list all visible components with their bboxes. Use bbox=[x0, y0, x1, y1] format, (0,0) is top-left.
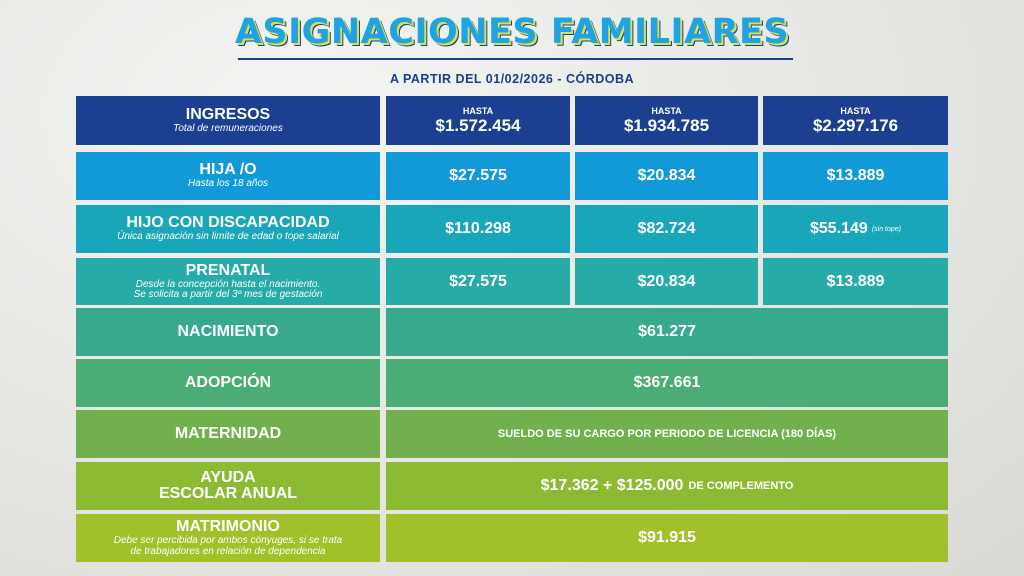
hijo-note: Hasta los 18 años bbox=[187, 178, 269, 190]
page-title: ASIGNACIONES FAMILIARES bbox=[234, 12, 790, 52]
ingresos-label-cell: INGRESOS Total de remuneraciones bbox=[76, 96, 380, 145]
nacimiento-label-cell: NACIMIENTO bbox=[76, 308, 380, 356]
sin-tope-note: (sin tope) bbox=[871, 225, 902, 233]
hasta-label: HASTA bbox=[840, 106, 871, 116]
tier-amount: $2.297.176 bbox=[812, 116, 899, 135]
nacimiento-value: $61.277 bbox=[386, 308, 948, 356]
prenatal-label-cell: PRENATAL Desde la concepción hasta el na… bbox=[76, 258, 380, 305]
value-text: $367.661 bbox=[633, 374, 701, 391]
hijo-value-2: $20.834 bbox=[575, 152, 758, 200]
prenatal-value-1: $27.575 bbox=[386, 258, 570, 305]
hijo-value-3: $13.889 bbox=[763, 152, 948, 200]
matrimonio-label-cell: MATRIMONIO Debe ser percibida por ambos … bbox=[76, 514, 380, 562]
value-text: $13.889 bbox=[826, 272, 885, 290]
ayuda-escolar-label-cell: AYUDA ESCOLAR ANUAL bbox=[76, 462, 380, 510]
value-text: $13.889 bbox=[826, 167, 885, 184]
discapacidad-value-2: $82.724 bbox=[575, 205, 758, 253]
hasta-label: HASTA bbox=[462, 106, 494, 116]
matrimonio-label: MATRIMONIO bbox=[176, 518, 280, 535]
ingresos-tier-1-cell: HASTA $1.572.454 bbox=[386, 96, 570, 145]
prenatal-value-2: $20.834 bbox=[575, 258, 758, 305]
tier-amount: $1.572.454 bbox=[435, 116, 521, 135]
discapacidad-label-cell: HIJO CON DISCAPACIDAD Única asignación s… bbox=[76, 205, 380, 253]
tier-amount: $1.934.785 bbox=[623, 116, 710, 135]
hijo-value-1: $27.575 bbox=[386, 152, 570, 200]
value-text: $27.575 bbox=[449, 167, 507, 184]
discapacidad-value-3: $55.149 (sin tope) bbox=[763, 205, 948, 253]
discapacidad-note: Única asignación sin limite de edad o to… bbox=[117, 231, 339, 243]
value-text: $27.575 bbox=[449, 272, 507, 290]
maternidad-value: SUELDO DE SU CARGO POR PERIODO DE LICENC… bbox=[386, 410, 948, 458]
maternidad-label-cell: MATERNIDAD bbox=[76, 410, 380, 458]
discapacidad-value-1: $110.298 bbox=[386, 205, 570, 253]
ingresos-tier-3-cell: HASTA $2.297.176 bbox=[763, 96, 948, 145]
matrimonio-value: $91.915 bbox=[386, 514, 948, 562]
matrimonio-note-2: de trabajadores en relación de dependenc… bbox=[130, 545, 326, 557]
ingresos-tier-2-cell: HASTA $1.934.785 bbox=[575, 96, 758, 145]
ayuda-escolar-value: $17.362 + $125.000 DE COMPLEMENTO bbox=[386, 462, 948, 510]
title-underline bbox=[238, 58, 793, 60]
ayuda-escolar-label-1: AYUDA bbox=[200, 469, 256, 486]
ayuda-escolar-label-2: ESCOLAR ANUAL bbox=[158, 485, 298, 502]
prenatal-label: PRENATAL bbox=[185, 261, 271, 279]
hasta-label: HASTA bbox=[651, 106, 682, 116]
value-text: $110.298 bbox=[445, 220, 511, 237]
value-text: $20.834 bbox=[637, 272, 696, 290]
ingresos-note: Total de remuneraciones bbox=[173, 122, 283, 134]
complemento-note: DE COMPLEMENTO bbox=[688, 479, 794, 492]
adopcion-value: $367.661 bbox=[386, 359, 948, 407]
maternidad-label: MATERNIDAD bbox=[174, 425, 282, 442]
nacimiento-label: NACIMIENTO bbox=[177, 323, 279, 340]
value-text: $91.915 bbox=[638, 529, 696, 546]
adopcion-label: ADOPCIÓN bbox=[184, 374, 272, 391]
hijo-label-cell: HIJA /O Hasta los 18 años bbox=[76, 152, 380, 200]
hijo-label: HIJA /O bbox=[199, 161, 257, 179]
prenatal-value-3: $13.889 bbox=[763, 258, 948, 305]
value-text: $55.149 bbox=[809, 220, 868, 237]
value-text: $20.834 bbox=[637, 167, 696, 184]
discapacidad-label: HIJO CON DISCAPACIDAD bbox=[126, 214, 330, 232]
value-text: $82.724 bbox=[637, 220, 696, 237]
page-subtitle: A PARTIR DEL 01/02/2026 - CÓRDOBA bbox=[389, 72, 635, 86]
value-text: $17.362 + $125.000 bbox=[540, 477, 684, 494]
value-text: SUELDO DE SU CARGO POR PERIODO DE LICENC… bbox=[497, 427, 837, 440]
prenatal-note-1: Desde la concepción hasta el nacimiento. bbox=[135, 278, 321, 290]
value-text: $61.277 bbox=[638, 323, 696, 340]
ingresos-label: INGRESOS bbox=[185, 105, 271, 123]
matrimonio-note-1: Debe ser percibida por ambos cónyuges, s… bbox=[113, 535, 343, 546]
prenatal-note-2: Se solicita a partir del 3º mes de gesta… bbox=[133, 289, 323, 300]
adopcion-label-cell: ADOPCIÓN bbox=[76, 359, 380, 407]
